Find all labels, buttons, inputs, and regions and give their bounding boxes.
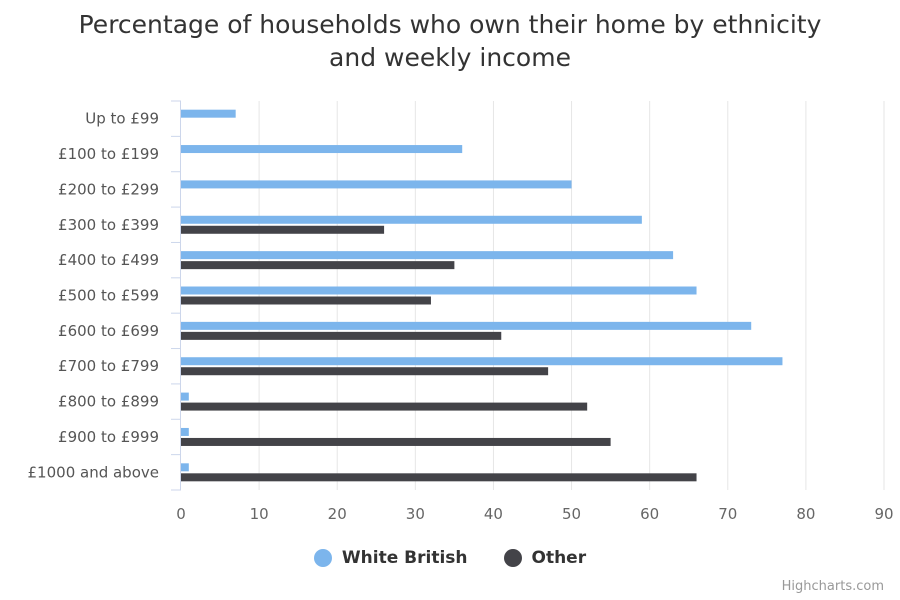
bar-white-british[interactable] xyxy=(181,427,189,436)
bar-other[interactable] xyxy=(181,437,611,446)
bar-other[interactable] xyxy=(181,225,385,234)
legend-label: Other xyxy=(531,548,587,568)
category-label: £900 to £999 xyxy=(58,428,159,446)
bar-other[interactable] xyxy=(181,261,455,270)
bar-white-british[interactable] xyxy=(181,286,697,295)
category-label: £700 to £799 xyxy=(58,357,159,375)
bar-other[interactable] xyxy=(181,331,502,340)
x-tick-label: 20 xyxy=(328,505,347,523)
legend-swatch xyxy=(313,549,332,567)
category-label: £500 to £599 xyxy=(58,287,159,305)
bar-white-british[interactable] xyxy=(181,180,572,189)
value-axis-ticks: 0 10 20 30 40 50 60 70 80 90 xyxy=(176,505,893,523)
bar-other[interactable] xyxy=(181,296,431,305)
category-label: Up to £99 xyxy=(85,110,159,128)
legend-label: White British xyxy=(341,548,468,568)
bar-other[interactable] xyxy=(181,367,549,376)
bar-white-british[interactable] xyxy=(181,215,642,224)
legend: White British Other xyxy=(0,548,900,568)
category-label: £300 to £399 xyxy=(58,216,159,234)
x-tick-label: 30 xyxy=(406,505,425,523)
x-tick-label: 50 xyxy=(562,505,581,523)
category-label: £200 to £299 xyxy=(58,180,159,198)
grid-lines xyxy=(258,101,885,490)
x-tick-label: 90 xyxy=(874,505,893,523)
bar-white-british[interactable] xyxy=(181,145,463,154)
bar-other[interactable] xyxy=(181,473,697,482)
x-tick-label: 70 xyxy=(718,505,737,523)
x-tick-label: 40 xyxy=(484,505,503,523)
x-tick-label: 60 xyxy=(640,505,659,523)
bar-white-british[interactable] xyxy=(181,321,752,330)
legend-item-white-british[interactable]: White British xyxy=(313,548,468,568)
legend-item-other[interactable]: Other xyxy=(503,548,587,568)
category-label: £100 to £199 xyxy=(58,145,159,163)
category-axis xyxy=(171,100,181,491)
bar-white-british[interactable] xyxy=(181,392,189,401)
bar-white-british[interactable] xyxy=(181,357,783,366)
bar-white-british[interactable] xyxy=(181,251,674,260)
credits-link[interactable]: Highcharts.com xyxy=(781,579,884,594)
bar-other[interactable] xyxy=(181,402,588,411)
bar-white-british[interactable] xyxy=(181,463,189,472)
legend-swatch xyxy=(503,549,522,567)
category-label: £1000 and above xyxy=(28,463,159,481)
x-tick-label: 80 xyxy=(796,505,815,523)
bar-series xyxy=(181,109,783,482)
category-label: £400 to £499 xyxy=(58,251,159,269)
x-tick-label: 10 xyxy=(250,505,269,523)
chart-title: Percentage of households who own their h… xyxy=(78,10,822,72)
x-tick-label: 0 xyxy=(176,505,186,523)
category-label: £800 to £899 xyxy=(58,393,159,411)
category-labels: Up to £99 £100 to £199 £200 to £299 £300 to… xyxy=(28,110,159,482)
bar-white-british[interactable] xyxy=(181,109,236,118)
category-label: £600 to £699 xyxy=(58,322,159,340)
